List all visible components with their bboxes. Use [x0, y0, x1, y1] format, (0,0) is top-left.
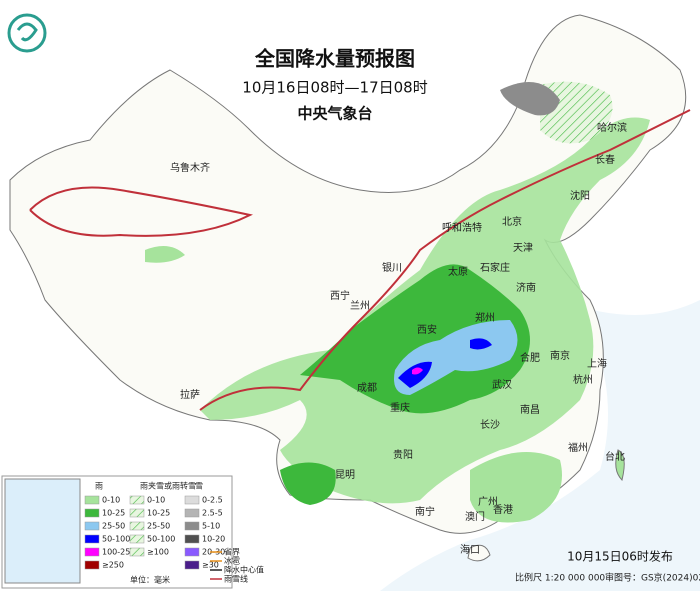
issuer: 中央气象台	[297, 105, 372, 123]
legend-swatch	[184, 521, 200, 531]
legend-swatch	[84, 521, 100, 531]
legend-swatch	[184, 508, 200, 518]
city-label: 兰州	[350, 299, 370, 312]
city-label: 南昌	[520, 403, 540, 416]
legend-label: 0-2.5	[202, 496, 223, 505]
legend-swatch	[184, 534, 200, 544]
city-label: 澳门	[465, 510, 485, 523]
legend-swatch	[84, 508, 100, 518]
legend-label: 2.5-5	[202, 509, 223, 518]
city-label: 上海	[587, 357, 607, 370]
legend-label: ≥30	[202, 561, 219, 570]
rain-0-10-south	[470, 452, 562, 523]
legend-label: 10-25	[102, 509, 125, 518]
city-label: 福州	[568, 441, 588, 454]
city-label: 乌鲁木齐	[170, 161, 210, 174]
city-label: 西宁	[330, 289, 350, 302]
issued-time: 10月15日06时发布	[567, 549, 673, 564]
legend-swatch	[129, 547, 145, 557]
title: 全国降水量预报图	[254, 47, 415, 71]
legend-label: 0-10	[147, 496, 165, 505]
legend-swatch	[84, 495, 100, 505]
legend-swatch	[84, 547, 100, 557]
city-label: 武汉	[492, 378, 512, 391]
legend-label: 50-100	[102, 535, 130, 544]
legend-label: 0-10	[102, 496, 120, 505]
legend-symbol-label: 冰雹	[224, 556, 240, 566]
legend-swatch	[129, 521, 145, 531]
city-label: 西安	[417, 323, 437, 336]
legend-label: ≥250	[102, 561, 124, 570]
city-label: 香港	[493, 504, 513, 516]
logo	[7, 13, 47, 53]
period: 10月16日08时—17日08时	[242, 79, 427, 97]
rain-snow-line	[29, 109, 691, 411]
sea	[380, 300, 700, 591]
legend-swatch	[184, 495, 200, 505]
city-label: 沈阳	[570, 189, 590, 202]
legend-title: 雨	[95, 482, 103, 491]
city-label: 长沙	[480, 419, 500, 431]
legend-swatch	[129, 534, 145, 544]
legend-swatch	[184, 560, 200, 570]
city-label: 昆明	[335, 469, 355, 481]
rain-50-100-east	[470, 338, 492, 350]
city-label: 杭州	[573, 373, 593, 386]
hainan	[467, 544, 491, 562]
rain-100-250	[412, 367, 423, 375]
sleet-area	[540, 81, 613, 144]
snow-area	[500, 82, 560, 116]
legend-label: 50-100	[147, 535, 175, 544]
legend-title: 雨夹雪或雨转雪	[140, 481, 196, 491]
legend-label: 10-25	[147, 509, 170, 518]
city-label: 郑州	[475, 311, 495, 324]
rain-0-10-west	[145, 246, 185, 263]
city-label: 银川	[382, 261, 402, 274]
legend-symbol-label: 雨雪线	[224, 574, 248, 584]
legend-title: 雪	[195, 482, 203, 491]
rain-10-25	[300, 264, 530, 414]
scale: 比例尺 1:20 000 000	[515, 572, 605, 584]
legend-label: 25-50	[102, 522, 125, 531]
city-label: 哈尔滨	[597, 121, 627, 134]
city-label: 南宁	[415, 505, 435, 518]
legend-symbol-label: 降水中心值	[224, 565, 264, 575]
city-label: 台北	[605, 450, 625, 463]
city-label: 长春	[595, 154, 615, 166]
legend-swatch	[129, 508, 145, 518]
rain-10-25-yunnan	[280, 462, 336, 505]
legend-label: 25-50	[147, 522, 170, 531]
city-label: 广州	[478, 496, 498, 508]
city-label: 贵阳	[393, 448, 413, 461]
legend-unit: 单位：毫米	[130, 575, 170, 585]
city-label: 济南	[516, 281, 536, 294]
legend-swatch	[84, 534, 100, 544]
legend-label: 5-10	[202, 522, 220, 531]
legend-symbol-label: 省界	[224, 547, 240, 557]
city-label: 北京	[502, 215, 522, 228]
city-label: 太原	[448, 265, 468, 278]
city-label: 天津	[513, 242, 533, 254]
legend-label: 10-20	[202, 535, 225, 544]
rain-50-100	[398, 361, 432, 388]
legend-swatch	[84, 560, 100, 570]
city-label: 成都	[357, 382, 377, 394]
legend-label: ≥100	[147, 548, 169, 557]
legend-label: 100-250	[102, 548, 135, 557]
logo-mark	[16, 22, 38, 42]
city-label: 海口	[460, 543, 480, 556]
legend-swatch	[184, 547, 200, 557]
city-label: 南京	[550, 349, 570, 362]
city-label: 合肥	[520, 351, 540, 364]
city-label: 重庆	[390, 401, 410, 414]
approval: 审图号：GS京(2024)0236号	[605, 572, 700, 584]
city-label: 拉萨	[180, 388, 200, 401]
taiwan	[615, 449, 625, 481]
legend-swatch	[129, 495, 145, 505]
city-label: 石家庄	[480, 261, 510, 274]
city-label: 呼和浩特	[442, 222, 482, 234]
inset-map	[4, 478, 81, 584]
